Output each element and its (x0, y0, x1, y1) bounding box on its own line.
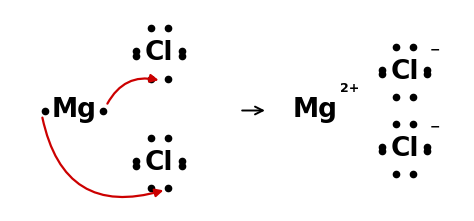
Text: 2+: 2+ (339, 82, 359, 95)
Text: −: − (429, 44, 440, 57)
Text: Cl: Cl (145, 40, 173, 66)
Text: Cl: Cl (391, 136, 419, 162)
Text: Mg: Mg (292, 97, 337, 124)
Text: Cl: Cl (391, 59, 419, 85)
Text: −: − (429, 120, 440, 133)
Text: Mg: Mg (52, 97, 96, 124)
Text: Cl: Cl (145, 150, 173, 176)
